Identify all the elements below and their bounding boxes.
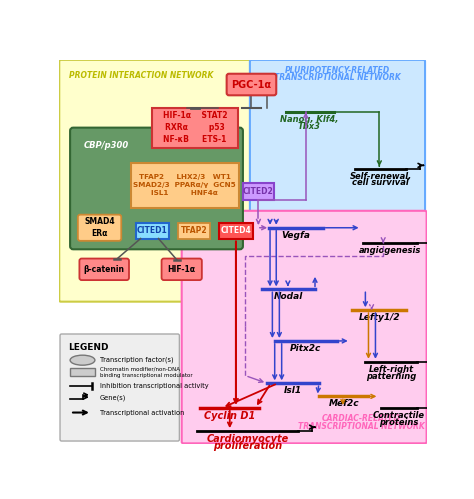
FancyBboxPatch shape — [178, 223, 210, 239]
Text: Tbx3: Tbx3 — [298, 122, 321, 131]
Text: proliferation: proliferation — [213, 441, 282, 451]
Text: Self-renewal,: Self-renewal, — [350, 172, 412, 181]
Text: SMAD4
ERα: SMAD4 ERα — [84, 218, 115, 238]
Text: TFAP2: TFAP2 — [181, 227, 208, 236]
Text: PGC-1α: PGC-1α — [231, 79, 272, 89]
Text: patterning: patterning — [366, 372, 416, 381]
Text: TRANSCRIPTIONAL NETWORK: TRANSCRIPTIONAL NETWORK — [274, 73, 401, 82]
FancyBboxPatch shape — [152, 108, 237, 148]
FancyBboxPatch shape — [59, 60, 255, 302]
FancyBboxPatch shape — [60, 334, 179, 441]
FancyBboxPatch shape — [162, 258, 202, 280]
Text: PROTEIN INTERACTION NETWORK: PROTEIN INTERACTION NETWORK — [69, 71, 213, 80]
Text: CITED4: CITED4 — [220, 227, 251, 236]
Text: Inhibition transcriptional activity: Inhibition transcriptional activity — [100, 383, 208, 389]
Text: CITED1: CITED1 — [137, 227, 168, 236]
Text: CBP/p300: CBP/p300 — [84, 141, 129, 150]
Text: HIF-1α    STAT2
RXRα        p53
NF-κB     ETS-1: HIF-1α STAT2 RXRα p53 NF-κB ETS-1 — [163, 111, 227, 144]
FancyBboxPatch shape — [243, 183, 274, 200]
FancyBboxPatch shape — [227, 74, 276, 95]
Text: TRANSCRIPTIONAL NETWORK: TRANSCRIPTIONAL NETWORK — [298, 422, 425, 431]
FancyBboxPatch shape — [80, 258, 129, 280]
Ellipse shape — [70, 355, 95, 365]
Text: Vegfa: Vegfa — [281, 231, 310, 240]
Text: Gene(s): Gene(s) — [100, 395, 126, 401]
Text: β-catenin: β-catenin — [84, 265, 125, 274]
FancyBboxPatch shape — [130, 163, 239, 208]
Text: angiogenesis: angiogenesis — [359, 246, 421, 255]
Text: Mef2c: Mef2c — [328, 400, 359, 409]
Text: HIF-1α: HIF-1α — [168, 265, 196, 274]
Text: TFAP2     LHX2/3   WT1
SMAD2/3  PPARα/γ  GCN5
ISL1         HNF4α: TFAP2 LHX2/3 WT1 SMAD2/3 PPARα/γ GCN5 IS… — [133, 174, 236, 197]
Text: Transcription factor(s): Transcription factor(s) — [100, 357, 173, 363]
Text: Contractile: Contractile — [373, 411, 425, 420]
Text: Isl1: Isl1 — [284, 386, 302, 395]
Text: Transcriptional activation: Transcriptional activation — [100, 410, 184, 416]
Text: Nodal: Nodal — [274, 292, 303, 301]
Text: Nanog, Klf4,: Nanog, Klf4, — [281, 115, 339, 124]
Text: cell survival: cell survival — [353, 179, 409, 188]
FancyBboxPatch shape — [70, 368, 95, 376]
FancyBboxPatch shape — [182, 211, 427, 443]
Text: PLURIPOTENCY-RELATED: PLURIPOTENCY-RELATED — [285, 66, 390, 75]
Text: LEGEND: LEGEND — [69, 343, 109, 352]
Text: Left-right: Left-right — [368, 365, 413, 374]
FancyBboxPatch shape — [70, 128, 243, 250]
FancyBboxPatch shape — [219, 223, 253, 239]
Text: Chromatin modifier/non-DNA
binding transcriptional modulator: Chromatin modifier/non-DNA binding trans… — [100, 367, 192, 378]
Text: Pitx2c: Pitx2c — [290, 344, 321, 353]
Text: Cyclin D1: Cyclin D1 — [204, 411, 255, 421]
FancyBboxPatch shape — [250, 60, 425, 221]
Text: CITED2: CITED2 — [243, 187, 274, 196]
Text: CARDIAC-RELATED: CARDIAC-RELATED — [322, 414, 401, 423]
Text: Cardiomyocyte: Cardiomyocyte — [207, 434, 289, 444]
Text: proteins: proteins — [379, 418, 419, 427]
FancyBboxPatch shape — [78, 215, 121, 241]
Text: Lefty1/2: Lefty1/2 — [358, 313, 400, 322]
FancyBboxPatch shape — [136, 223, 169, 239]
